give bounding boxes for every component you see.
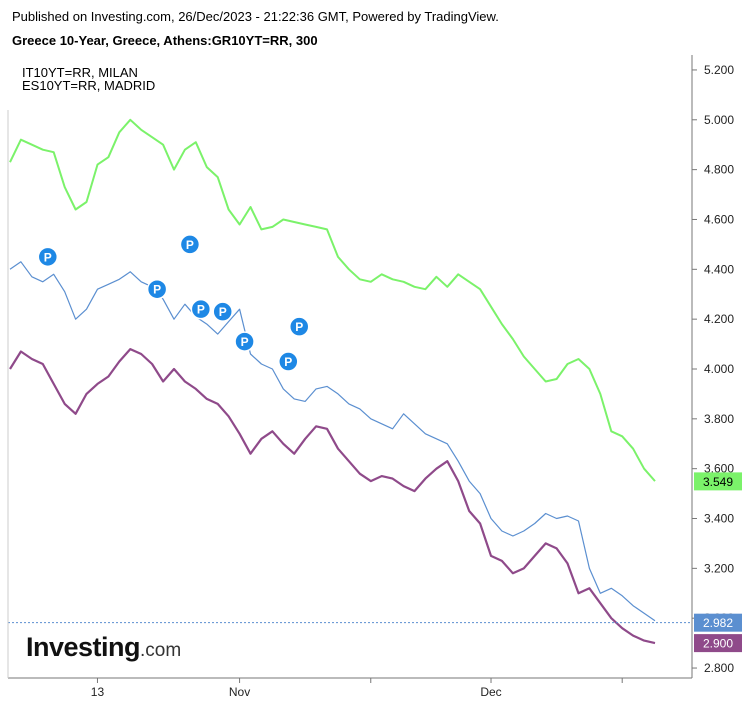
event-marker-label: P — [295, 320, 303, 334]
event-marker-label: P — [197, 303, 205, 317]
event-marker-circle — [179, 234, 201, 255]
event-marker-circle — [288, 316, 310, 337]
last-value-tag-layer: 3.549 2.982 2.900 — [694, 472, 742, 653]
chart-title: Greece 10-Year, Greece, Athens:GR10YT=RR… — [12, 33, 318, 48]
event-marker: P — [234, 331, 255, 352]
last-value-tag-bg — [694, 634, 742, 653]
legend-item-italy: IT10YT=RR, MILAN — [22, 65, 138, 80]
last-value-tag-bg — [694, 613, 742, 632]
logo-suffix: .com — [140, 640, 182, 661]
event-marker: P — [179, 234, 201, 255]
last-value-tag: 3.549 — [694, 472, 742, 491]
event-marker: P — [190, 298, 212, 320]
y-tick-label: 4.800 — [704, 163, 734, 177]
event-marker-label: P — [219, 305, 227, 319]
event-marker-circle — [146, 278, 168, 300]
event-marker-circle — [234, 331, 255, 352]
last-value-tag-text: 2.982 — [703, 616, 733, 630]
event-marker-label: P — [284, 355, 292, 369]
event-marker-label: P — [241, 335, 249, 349]
last-value-tag: 2.982 — [694, 613, 742, 632]
y-tick-label: 3.400 — [704, 512, 734, 526]
series-line — [9, 348, 656, 645]
x-tick-label: Dec — [480, 685, 501, 699]
event-marker-label: P — [153, 283, 161, 297]
y-tick-label: 4.200 — [704, 312, 734, 326]
logo-text: Investing — [26, 632, 141, 662]
legend: IT10YT=RR, MILAN ES10YT=RR, MADRID — [22, 66, 155, 92]
event-marker: P — [37, 246, 59, 268]
series-line — [9, 261, 656, 622]
series-line — [9, 118, 656, 482]
legend-item-spain: ES10YT=RR, MADRID — [22, 78, 156, 93]
event-marker-circle — [278, 351, 299, 372]
y-tick-label: 3.600 — [704, 462, 734, 476]
event-marker: P — [278, 351, 299, 372]
event-marker: P — [288, 316, 310, 337]
event-marker-circle — [190, 298, 212, 320]
event-marker-circle — [212, 301, 233, 322]
y-tick-label: 5.000 — [704, 113, 734, 127]
x-tick-label: 13 — [91, 685, 105, 699]
x-tick-label: Nov — [229, 685, 250, 699]
last-value-tag-text: 3.549 — [703, 475, 733, 489]
y-tick-label: 3.800 — [704, 412, 734, 426]
last-value-tag-text: 2.900 — [703, 637, 733, 651]
series-layer — [8, 118, 692, 645]
event-marker-circle — [37, 246, 59, 268]
event-marker: P — [212, 301, 233, 322]
last-value-tag-bg — [694, 472, 742, 491]
y-tick-label: 4.600 — [704, 212, 734, 226]
published-notice: Published on Investing.com, 26/Dec/2023 … — [12, 9, 499, 24]
axis-layer: 2.8003.0003.2003.4003.6003.8004.0004.200… — [7, 55, 734, 699]
y-tick-label: 4.000 — [704, 362, 734, 376]
event-marker-label: P — [186, 238, 194, 252]
investing-logo: Investing.com — [26, 632, 181, 663]
y-tick-label: 4.400 — [704, 262, 734, 276]
y-tick-label: 3.200 — [704, 561, 734, 575]
event-marker-label: P — [44, 250, 52, 264]
last-value-tag: 2.900 — [694, 634, 742, 653]
event-marker: P — [146, 278, 168, 300]
y-tick-label: 5.200 — [704, 63, 734, 77]
y-tick-label: 2.800 — [704, 661, 734, 675]
